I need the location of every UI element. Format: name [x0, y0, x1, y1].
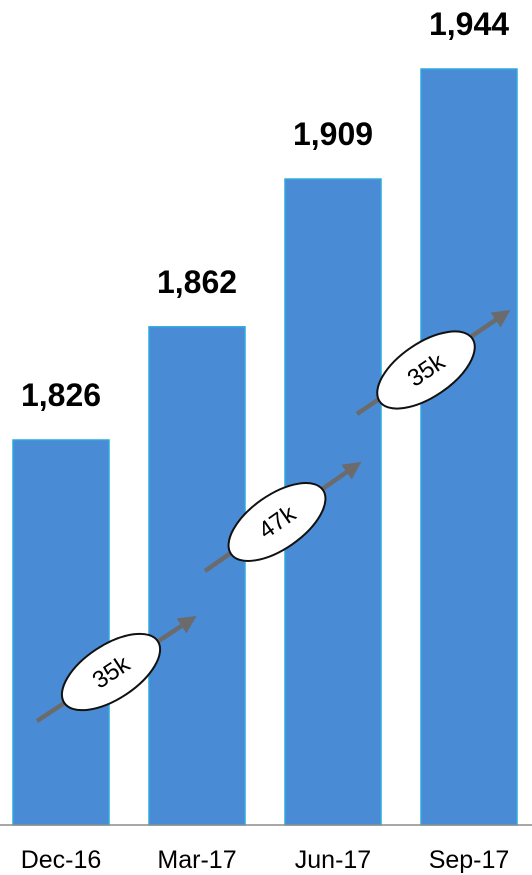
x-tick-label-mar-17: Mar-17	[157, 846, 236, 874]
value-label-sep-17: 1,944	[429, 6, 509, 42]
value-label-jun-17: 1,909	[293, 116, 373, 152]
x-tick-label-jun-17: Jun-17	[295, 846, 371, 874]
x-tick-label-dec-16: Dec-16	[21, 846, 102, 874]
growth-annotation-1: 35k	[35, 616, 197, 723]
bar-dec-16	[12, 439, 110, 826]
growth-annotations-group: 35k 47k 35k	[35, 309, 511, 723]
growth-badge: 47k	[227, 482, 327, 562]
growth-badge: 35k	[376, 330, 476, 410]
growth-badge-oval	[376, 330, 476, 410]
bar-mar-17	[148, 326, 246, 826]
value-label-mar-17: 1,862	[157, 264, 237, 300]
bar-sep-17	[420, 68, 518, 826]
x-tick-labels-group: Dec-16 Mar-17 Jun-17 Sep-17	[21, 846, 510, 874]
value-label-dec-16: 1,826	[21, 377, 101, 413]
value-labels-group: 1,826 1,862 1,909 1,944	[21, 6, 509, 413]
growth-annotation-3: 35k	[355, 309, 511, 416]
growth-annotation-2: 47k	[203, 461, 362, 573]
growth-badge-oval	[227, 482, 327, 562]
bars-group	[12, 68, 518, 826]
x-tick-label-sep-17: Sep-17	[429, 846, 510, 874]
growth-badge-oval	[60, 632, 162, 712]
growth-badge: 35k	[60, 632, 162, 712]
